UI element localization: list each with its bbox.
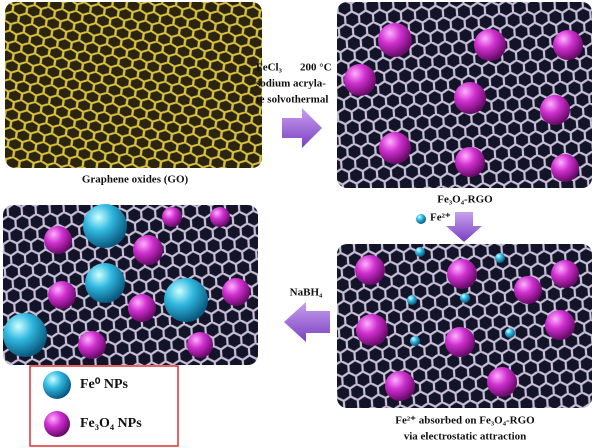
panel-label: Fe₃O₄-RGO xyxy=(437,194,493,206)
fe3o4-particle xyxy=(222,278,250,306)
step-label: NaBH₄ xyxy=(290,287,323,299)
fe3o4-particle xyxy=(545,310,575,340)
legend-swatch xyxy=(44,411,70,437)
fe3o4-particle xyxy=(162,207,182,227)
fe3o4-particle xyxy=(128,294,156,322)
fe0-particle xyxy=(505,328,515,338)
fe3o4-particle xyxy=(445,327,475,357)
fe3o4-particle xyxy=(379,132,411,164)
step-label: te solvothermal xyxy=(256,94,328,106)
step-label: 200 °C xyxy=(300,62,332,74)
fe3o4-particle xyxy=(344,64,376,96)
legend-label: Fe₃O₄ NPs xyxy=(80,416,142,431)
fe3o4-particle xyxy=(133,235,163,265)
fe3o4-particle xyxy=(356,314,388,346)
arrow-left xyxy=(284,302,330,342)
fe3o4-particle xyxy=(78,331,106,359)
fe3o4-particle xyxy=(455,147,485,177)
fe3o4-particle xyxy=(355,255,385,285)
fe3o4-particle xyxy=(540,95,570,125)
fe0-particle xyxy=(407,295,417,305)
fe3o4-particle xyxy=(474,29,506,61)
step-label: sodium acryla- xyxy=(256,78,326,90)
arrow-right xyxy=(282,108,322,148)
fe-ion-icon xyxy=(416,214,426,224)
fe3o4-particle xyxy=(551,154,579,182)
fe3o4-particle xyxy=(48,281,76,309)
fe0-particle xyxy=(410,336,420,346)
step-label: FeCl₃ xyxy=(256,62,283,74)
fe3o4-particle xyxy=(447,259,477,289)
fe3o4-particle xyxy=(210,207,230,227)
fe0-particle xyxy=(460,293,470,303)
arrow-down xyxy=(446,212,482,242)
fe3o4-particle xyxy=(44,226,72,254)
go-panel xyxy=(5,2,262,168)
fe3o4-particle xyxy=(378,23,412,57)
fe3o4-particle xyxy=(553,30,583,60)
panel-label: Graphene oxides (GO) xyxy=(82,174,189,186)
fe0-particle xyxy=(3,313,47,357)
fe3o4-particle xyxy=(551,260,579,288)
legend-label: Fe⁰ NPs xyxy=(80,377,129,392)
fe0-particle xyxy=(495,253,505,263)
fe3o4-particle xyxy=(514,276,542,304)
fe3o4-particle xyxy=(187,332,213,358)
panel-label: via electrostatic attraction xyxy=(404,431,527,443)
step-label: Fe²⁺ xyxy=(430,212,451,224)
fe0-particle xyxy=(83,204,127,248)
fe3o4-particle xyxy=(385,371,415,401)
legend-swatch xyxy=(43,371,71,399)
fe3o4-particle xyxy=(454,82,486,114)
fe3o4-particle xyxy=(487,367,517,397)
fe0-particle xyxy=(164,278,208,322)
fe0-particle xyxy=(85,263,125,303)
fe0-particle xyxy=(415,247,425,257)
panel-label: Fe²⁺ absorbed on Fe₃O₄-RGO xyxy=(395,415,535,427)
